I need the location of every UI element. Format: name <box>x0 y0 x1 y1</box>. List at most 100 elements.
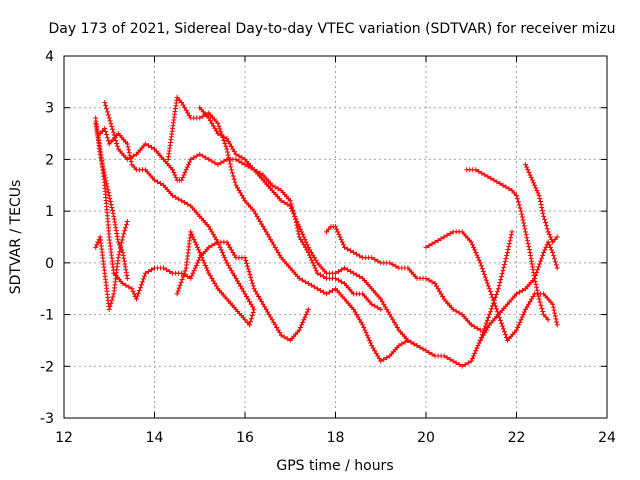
data-point <box>519 214 525 220</box>
data-point <box>129 162 135 168</box>
data-point <box>183 167 189 173</box>
series-line <box>199 107 513 367</box>
data-point <box>453 360 459 366</box>
data-point <box>333 224 338 230</box>
data-point <box>505 247 511 253</box>
data-point <box>287 203 293 209</box>
data-point <box>228 268 234 274</box>
data-point <box>257 296 263 302</box>
data-point <box>541 213 547 219</box>
data-point <box>173 175 179 181</box>
data-point <box>314 270 320 276</box>
y-tick-label: 4 <box>45 49 54 65</box>
data-point <box>239 155 245 161</box>
data-point <box>97 151 103 157</box>
data-point <box>305 244 311 250</box>
data-point <box>226 158 232 164</box>
data-point <box>473 348 479 354</box>
data-point <box>194 244 200 250</box>
data-point <box>476 168 482 174</box>
data-point <box>115 236 121 242</box>
data-point <box>189 231 195 237</box>
data-point <box>108 201 114 207</box>
data-point <box>363 330 369 336</box>
data-point <box>507 238 513 244</box>
data-point <box>115 255 121 261</box>
data-point <box>365 335 371 341</box>
data-point <box>98 154 104 160</box>
series-line <box>104 102 382 310</box>
data-point <box>123 270 129 276</box>
data-point <box>296 234 302 240</box>
data-point <box>114 143 120 149</box>
data-point <box>552 259 558 265</box>
data-point <box>523 229 529 235</box>
data-point <box>268 314 274 320</box>
data-point <box>292 213 298 219</box>
data-point <box>242 291 248 297</box>
data-point <box>207 273 213 279</box>
data-point <box>178 279 184 285</box>
data-point <box>224 146 230 152</box>
data-point <box>281 200 287 206</box>
data-point <box>114 140 120 146</box>
series-line <box>479 240 558 341</box>
data-point <box>520 287 526 293</box>
data-point <box>262 304 268 310</box>
data-point <box>381 301 387 307</box>
data-point <box>521 223 527 229</box>
data-point <box>479 170 485 176</box>
data-point <box>250 283 256 289</box>
data-point <box>110 129 116 135</box>
data-point <box>152 177 157 183</box>
data-point <box>227 141 233 147</box>
data-point <box>521 309 527 315</box>
data-point <box>441 234 447 240</box>
data-point <box>141 273 147 279</box>
data-point <box>189 273 195 279</box>
data-point <box>188 156 194 162</box>
data-point <box>523 232 529 238</box>
data-point <box>384 355 390 361</box>
data-point <box>240 195 246 201</box>
data-point <box>256 293 262 299</box>
data-point <box>167 268 173 274</box>
data-point <box>181 271 187 277</box>
data-point <box>95 239 101 245</box>
data-point <box>473 250 479 256</box>
data-point <box>307 247 313 253</box>
data-point <box>519 211 525 217</box>
data-point <box>499 271 505 277</box>
series-sat-g <box>174 229 253 328</box>
data-point <box>529 177 535 183</box>
data-point <box>244 293 250 299</box>
data-point <box>193 242 199 248</box>
data-point <box>102 175 108 181</box>
data-point <box>124 156 130 162</box>
data-point <box>251 208 257 214</box>
data-point <box>520 312 526 318</box>
data-point <box>266 234 272 240</box>
data-point <box>122 264 128 270</box>
data-point <box>339 267 345 273</box>
data-point <box>186 112 192 118</box>
data-point <box>469 242 475 248</box>
data-point <box>437 288 443 294</box>
data-point <box>320 289 326 295</box>
series-sat-h <box>323 224 483 333</box>
data-point <box>483 327 489 333</box>
data-point <box>226 155 232 161</box>
data-point <box>93 244 99 250</box>
data-point <box>230 270 236 276</box>
data-point <box>106 115 112 121</box>
data-point <box>382 304 388 310</box>
data-point <box>506 241 512 247</box>
data-point <box>179 270 185 276</box>
data-point <box>116 242 122 248</box>
data-point <box>206 224 212 230</box>
data-point <box>131 291 137 297</box>
data-point <box>546 242 552 248</box>
data-point <box>483 320 489 326</box>
data-point <box>221 158 227 164</box>
data-point <box>284 336 290 342</box>
